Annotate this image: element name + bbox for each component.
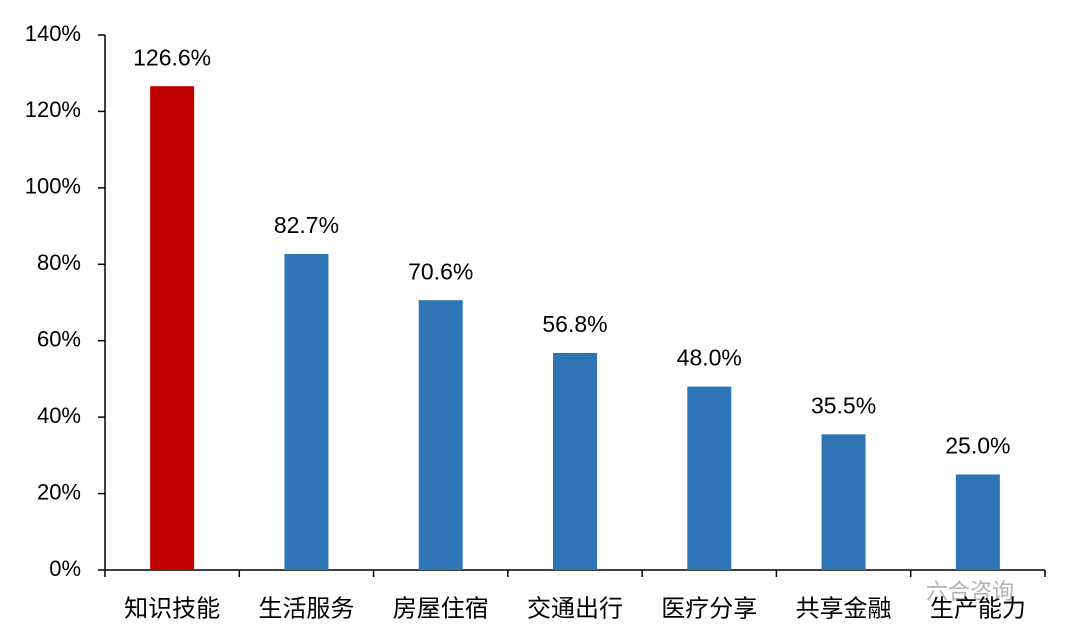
value-label: 56.8% bbox=[542, 311, 607, 337]
value-label: 48.0% bbox=[677, 345, 742, 371]
y-tick-label: 60% bbox=[37, 327, 81, 352]
bar bbox=[284, 253, 329, 571]
value-label: 35.5% bbox=[811, 392, 876, 418]
x-tick-label: 交通出行 bbox=[527, 595, 623, 622]
y-tick-label: 0% bbox=[49, 556, 81, 581]
x-tick-label: 房屋住宿 bbox=[393, 595, 489, 622]
y-tick-label: 140% bbox=[25, 21, 81, 46]
value-label: 70.6% bbox=[408, 258, 473, 284]
y-tick-label: 80% bbox=[37, 250, 81, 275]
x-tick-label: 共享金融 bbox=[796, 595, 892, 622]
value-label: 126.6% bbox=[133, 44, 211, 70]
watermark: 六合咨询 bbox=[926, 579, 1014, 604]
bar bbox=[553, 352, 597, 570]
x-tick-label: 知识技能 bbox=[124, 595, 220, 622]
value-label: 82.7% bbox=[274, 212, 339, 238]
x-tick-label: 医疗分享 bbox=[661, 595, 757, 622]
y-tick-label: 40% bbox=[37, 403, 81, 428]
bar bbox=[955, 474, 1000, 570]
bar bbox=[821, 434, 866, 570]
bar bbox=[687, 386, 732, 570]
bar bbox=[418, 300, 463, 570]
y-tick-label: 120% bbox=[25, 97, 81, 122]
y-tick-label: 100% bbox=[25, 174, 81, 199]
bar bbox=[150, 86, 195, 570]
value-label: 25.0% bbox=[945, 433, 1010, 459]
x-tick-label: 生活服务 bbox=[258, 595, 354, 622]
y-tick-label: 20% bbox=[37, 479, 81, 504]
x-tick-label: 生产能力 bbox=[930, 595, 1026, 622]
